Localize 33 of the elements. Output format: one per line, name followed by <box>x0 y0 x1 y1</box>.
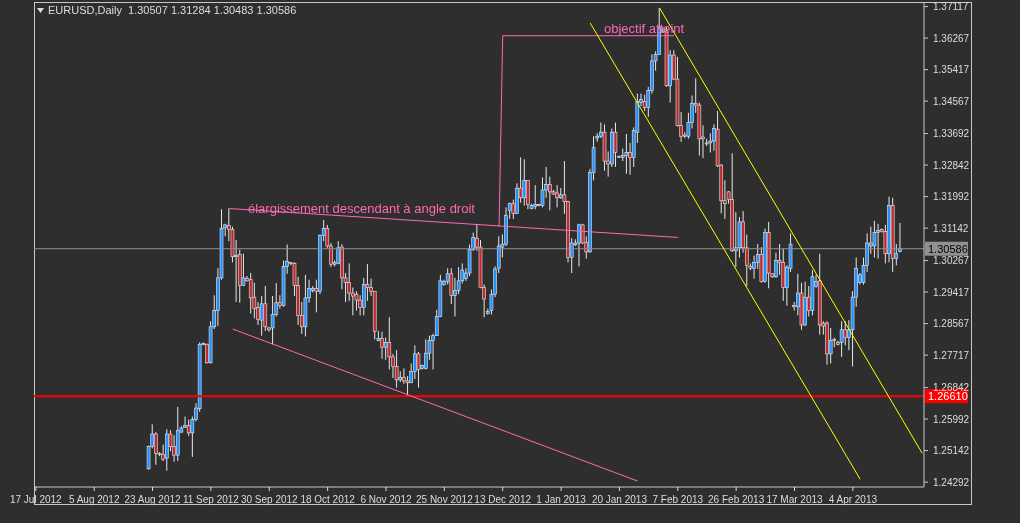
y-tick-label: 1.33692 <box>933 128 970 140</box>
y-tick-label: 1.24292 <box>933 476 970 488</box>
x-tick-label: 6 Nov 2012 <box>360 494 412 505</box>
x-tick-label: 18 Oct 2012 <box>300 494 356 505</box>
x-tick-label: 1 Jan 2013 <box>536 494 587 505</box>
y-tick-label: 1.28567 <box>933 318 970 330</box>
y-tick-label: 1.27717 <box>933 349 970 361</box>
y-tick-label: 1.31992 <box>933 191 970 203</box>
y-tick-label: 1.25992 <box>933 413 970 425</box>
x-tick-label: 26 Feb 2013 <box>708 494 765 505</box>
y-tick-label: 1.35417 <box>933 64 970 76</box>
x-tick-label: 7 Feb 2013 <box>652 494 704 505</box>
ref-line-label: 1.26610 <box>928 390 968 403</box>
x-tick-label: 20 Jan 2013 <box>591 494 648 505</box>
x-tick-label: 25 Nov 2012 <box>415 494 474 505</box>
y-tick-label: 1.36267 <box>933 32 970 44</box>
y-tick-label: 1.25142 <box>933 445 970 457</box>
y-tick-label: 1.32842 <box>933 159 970 171</box>
x-tick-label: 13 Dec 2012 <box>474 494 532 505</box>
annotation: élargissement descendant à angle droit <box>248 201 475 216</box>
x-tick-label: 4 Apr 2013 <box>828 494 878 505</box>
y-tick-label: 1.31142 <box>933 222 969 234</box>
x-tick-label: 17 Mar 2013 <box>766 494 824 505</box>
y-tick-label: 1.30267 <box>933 255 970 267</box>
ref-line-label: 1.30586 <box>928 242 968 255</box>
y-tick-label: 1.34567 <box>933 95 970 107</box>
y-tick-label: 1.37117 <box>933 1 969 13</box>
y-tick-label: 1.29417 <box>933 286 970 298</box>
chart-title: EURUSD,Daily 1.30507 1.31284 1.30483 1.30586 <box>48 4 297 16</box>
x-tick-label: 23 Aug 2012 <box>124 494 182 505</box>
x-tick-label: 30 Sep 2012 <box>240 494 299 505</box>
x-tick-label: 11 Sep 2012 <box>182 494 240 505</box>
x-tick-label: 5 Aug 2012 <box>68 494 120 505</box>
